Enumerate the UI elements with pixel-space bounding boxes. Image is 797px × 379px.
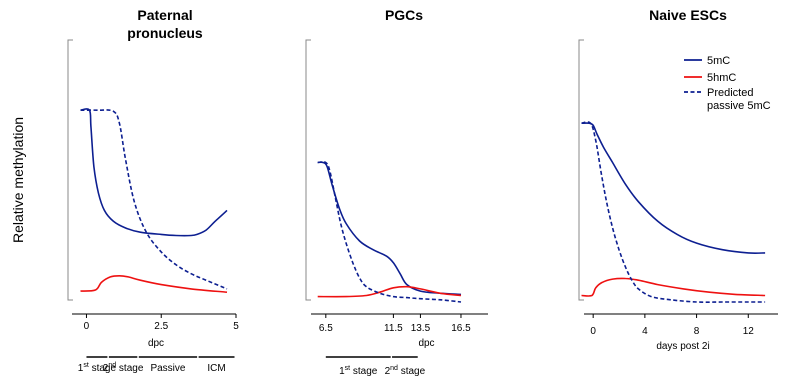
series-5mc [80, 108, 228, 237]
stage-label: Passive [150, 363, 185, 374]
series-5hmc [581, 277, 766, 297]
x-tick-label: 0 [84, 321, 90, 332]
x-axis-label: days post 2i [656, 341, 709, 352]
legend-label: passive 5mC [707, 100, 771, 112]
y-axis-bracket [578, 39, 584, 301]
series-5hmc [317, 285, 462, 298]
series-5hmc [80, 274, 228, 293]
x-tick-label: 0 [590, 326, 596, 337]
panel-title: PGCs [385, 7, 423, 23]
x-tick-label: 6.5 [319, 323, 333, 334]
x-tick-label: 12 [743, 326, 755, 337]
x-axis-label: dpc [148, 338, 164, 349]
chart-panel-2: PGCs 6.5 11.5 13.5 16.5 dpc 1st stage 2nd stage [305, 7, 488, 377]
panel-title: Naive ESCs [649, 7, 727, 23]
stage-label: ICM [207, 363, 225, 374]
series-5mc [317, 161, 462, 296]
chart-panel-3: Naive ESCs 0 4 8 12 days post 2i [578, 7, 778, 352]
legend-label: 5mC [707, 55, 730, 67]
legend-label: Predicted [707, 87, 753, 99]
y-axis-bracket [305, 39, 311, 301]
panel-title: Paternal [137, 7, 192, 23]
stage-label: 1st stage [339, 365, 378, 377]
x-tick-label: 13.5 [411, 323, 431, 334]
x-tick-label: 11.5 [384, 323, 403, 334]
y-axis-bracket [67, 39, 73, 301]
stage-label: 2nd stage [385, 365, 426, 377]
y-axis-label: Relative methylation [10, 117, 26, 243]
legend-label: 5hmC [707, 72, 736, 84]
x-tick-label: 2.5 [154, 321, 168, 332]
stage-label: 1st stage [78, 362, 117, 374]
x-tick-label: 5 [233, 321, 239, 332]
x-tick-label: 8 [694, 326, 700, 337]
x-axis-label: dpc [418, 338, 434, 349]
panel-title: pronucleus [127, 25, 203, 41]
series-predicted-passive-5mc [80, 109, 228, 290]
series-5mc [581, 122, 766, 254]
series-predicted-passive-5mc [581, 121, 766, 303]
stage-label: 2nd stage [103, 362, 144, 374]
x-tick-label: 4 [642, 326, 648, 337]
series-predicted-passive-5mc [317, 161, 462, 303]
x-tick-label: 16.5 [451, 323, 471, 334]
